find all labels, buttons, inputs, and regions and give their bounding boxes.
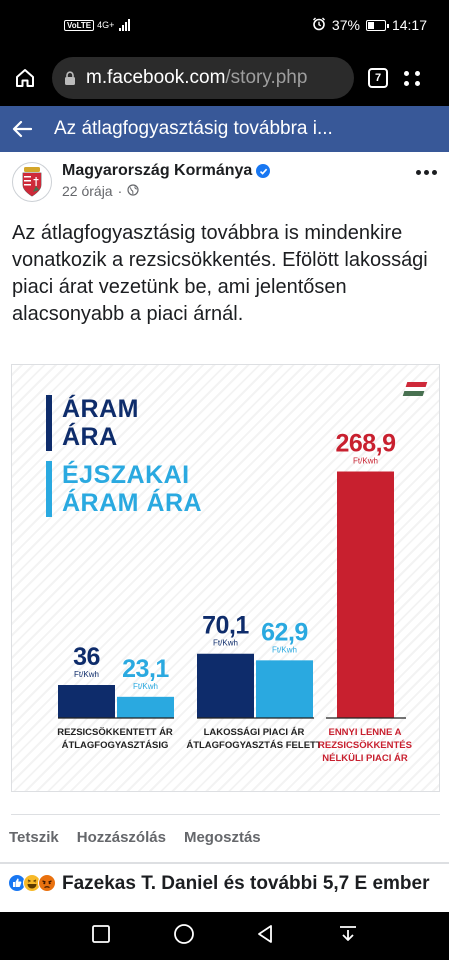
meta-separator: ·	[117, 183, 123, 199]
battery-percent: 37%	[331, 17, 360, 33]
signal-icon	[119, 19, 131, 31]
bar-unit-label: Ft/Kwh	[133, 682, 158, 691]
page-name: Magyarország Kormánya	[62, 162, 253, 179]
post-timestamp[interactable]: 22 órája	[62, 183, 113, 199]
more-options-icon[interactable]	[416, 170, 437, 175]
page-avatar[interactable]	[12, 162, 52, 202]
section-divider	[0, 862, 449, 864]
legend-secondary: ÉJSZAKAI ÁRAM ÁRA	[46, 461, 226, 517]
category-label: NÉLKÜLI PIACI ÁR	[322, 753, 408, 764]
post-header: Magyarország Kormánya 22 órája ·	[0, 152, 449, 212]
recents-icon[interactable]	[91, 924, 111, 949]
home-icon[interactable]	[12, 65, 38, 91]
category-label: REZSICSÖKKENTÉS	[318, 740, 412, 751]
back-arrow-icon[interactable]	[12, 118, 34, 140]
share-button[interactable]: Megosztás	[183, 829, 261, 846]
network-type: 4G+	[97, 19, 115, 30]
bar-2-1	[197, 653, 254, 718]
bar-2-2	[256, 660, 313, 718]
bar-3-3	[337, 471, 394, 718]
status-bar: VoLTE 4G+ 37% 14:17	[0, 0, 449, 50]
tab-switcher-button[interactable]: 7	[368, 68, 388, 88]
header-title: Az átlagfogyasztásig továbbra i...	[54, 118, 333, 139]
bar-value-label: 70,1	[202, 612, 249, 640]
post-actions: Tetszik Hozzászólás Megosztás	[9, 829, 261, 849]
angry-reaction-icon	[38, 874, 56, 892]
browser-menu-icon[interactable]	[404, 70, 422, 86]
like-reaction-icon	[8, 874, 26, 892]
alarm-icon	[312, 17, 326, 34]
clock: 14:17	[391, 17, 427, 33]
bar-unit-label: Ft/Kwh	[353, 457, 378, 466]
category-label: LAKOSSÁGI PIACI ÁR	[204, 727, 305, 738]
browser-toolbar: m.facebook.com/story.php 7	[0, 50, 449, 106]
reactions-row[interactable]: Fazekas T. Daniel és további 5,7 E ember	[8, 872, 444, 912]
bar-value-label: 62,9	[261, 618, 308, 646]
bar-1-1	[58, 685, 115, 718]
post-image[interactable]: ÁRAM ÁRA ÉJSZAKAI ÁRAM ÁRA 36 Ft/Kwh 23,1 F…	[11, 364, 440, 792]
bar-unit-label: Ft/Kwh	[213, 639, 238, 648]
category-label: REZSICSÖKKENTETT ÁR	[57, 727, 173, 738]
post-actions-divider	[11, 814, 440, 815]
battery-icon	[365, 19, 389, 31]
post-text: Az átlagfogyasztásig továbbra is mindenk…	[12, 222, 428, 325]
legend-primary: ÁRAM ÁRA	[46, 395, 166, 451]
category-label: ENNYI LENNE A	[328, 727, 401, 738]
system-navigation-bar	[0, 912, 449, 960]
facebook-header: Az átlagfogyasztásig továbbra i...	[0, 106, 449, 152]
like-button[interactable]: Tetszik	[9, 829, 59, 846]
bar-value-label: 36	[73, 643, 100, 671]
url-domain: m.facebook.com	[86, 67, 226, 88]
verified-badge-icon	[256, 164, 271, 178]
back-triangle-icon[interactable]	[256, 924, 276, 949]
public-audience-icon	[127, 183, 139, 199]
category-label: ÁTLAGFOGYASZTÁSIG	[62, 740, 169, 751]
home-circle-icon[interactable]	[173, 923, 195, 950]
url-path: /story.php	[225, 67, 308, 88]
reaction-icons	[8, 874, 56, 892]
coat-of-arms-icon	[22, 167, 42, 197]
bar-1-2	[117, 696, 174, 718]
comment-button[interactable]: Hozzászólás	[76, 829, 166, 846]
bar-value-label: 268,9	[335, 430, 395, 458]
page-name-link[interactable]: Magyarország Kormánya	[62, 162, 271, 180]
category-label: ÁTLAGFOGYASZTÁS FELETT	[186, 740, 321, 751]
network-indicator: VoLTE 4G+	[64, 19, 131, 31]
volte-badge: VoLTE	[64, 19, 95, 31]
reactions-summary: Fazekas T. Daniel és további 5,7 E ember	[62, 873, 430, 894]
lock-icon	[64, 70, 76, 86]
bar-unit-label: Ft/Kwh	[272, 645, 297, 654]
bar-value-label: 23,1	[122, 655, 169, 683]
notification-shade-icon[interactable]	[338, 924, 358, 949]
bar-unit-label: Ft/Kwh	[74, 670, 99, 679]
address-bar[interactable]: m.facebook.com/story.php	[52, 57, 354, 99]
